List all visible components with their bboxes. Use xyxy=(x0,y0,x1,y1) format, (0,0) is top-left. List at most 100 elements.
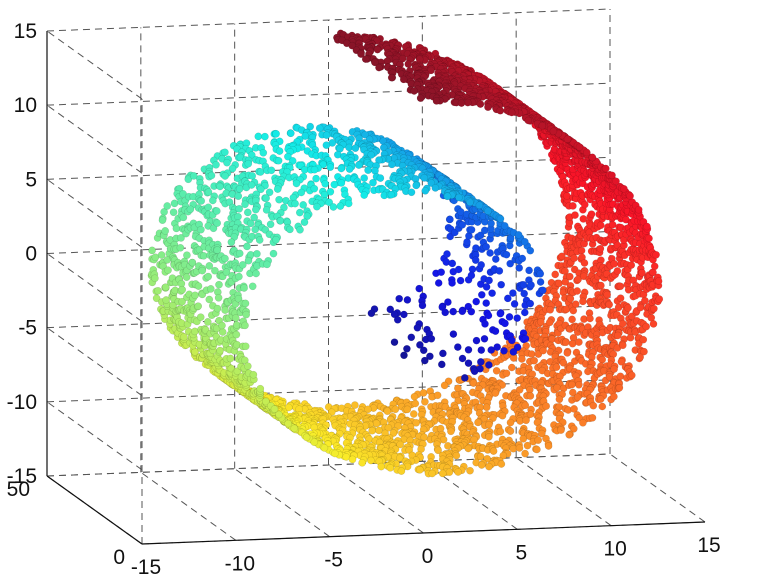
data-point xyxy=(534,436,543,445)
axes xyxy=(46,31,706,545)
data-point xyxy=(457,99,466,107)
data-point xyxy=(391,405,400,414)
data-point xyxy=(178,297,186,306)
data-point xyxy=(580,259,589,267)
data-point xyxy=(484,207,492,215)
data-point xyxy=(284,152,292,161)
data-point xyxy=(419,389,428,397)
data-point xyxy=(415,284,424,293)
data-point xyxy=(240,284,248,292)
data-point xyxy=(615,383,624,392)
data-point xyxy=(218,321,226,330)
data-point xyxy=(373,45,382,54)
data-point xyxy=(448,259,457,268)
data-point xyxy=(182,273,191,282)
grid-line-y-floor xyxy=(46,453,611,477)
data-point xyxy=(568,380,576,389)
data-point xyxy=(400,310,408,319)
data-point xyxy=(520,237,529,246)
data-point xyxy=(492,366,501,375)
data-point xyxy=(244,256,253,265)
grid-line-z-side xyxy=(46,30,143,100)
data-point xyxy=(596,221,605,230)
data-point xyxy=(645,234,653,243)
data-point xyxy=(551,270,560,279)
data-point xyxy=(565,430,574,439)
data-point xyxy=(234,192,243,201)
data-point xyxy=(243,208,252,217)
data-point xyxy=(295,208,304,217)
data-point xyxy=(496,106,505,115)
data-point xyxy=(616,294,625,303)
data-point xyxy=(292,179,301,188)
data-point xyxy=(482,242,491,251)
data-point xyxy=(626,192,634,200)
data-point xyxy=(320,444,329,452)
data-point xyxy=(477,461,486,469)
data-point xyxy=(587,210,596,219)
z-tick-label: 15 xyxy=(14,20,37,43)
data-point xyxy=(636,303,645,312)
data-point xyxy=(410,87,419,95)
data-point xyxy=(261,132,269,141)
data-point xyxy=(443,192,452,201)
data-point xyxy=(234,212,242,221)
data-point xyxy=(642,322,651,331)
data-point xyxy=(597,281,605,290)
data-point xyxy=(286,129,295,138)
data-point xyxy=(361,55,370,63)
data-point xyxy=(456,276,465,285)
data-point xyxy=(348,455,357,464)
data-point xyxy=(443,250,451,258)
data-point xyxy=(513,314,522,322)
data-point xyxy=(183,251,191,260)
data-point xyxy=(172,224,181,233)
data-point xyxy=(640,347,648,356)
data-point xyxy=(376,174,385,182)
z-tick-label: 5 xyxy=(25,168,37,191)
data-point xyxy=(184,175,193,184)
data-point xyxy=(571,211,579,219)
data-point xyxy=(569,202,577,210)
data-point xyxy=(519,434,528,443)
data-point xyxy=(538,121,547,130)
data-point xyxy=(351,401,359,409)
data-point xyxy=(508,336,516,345)
data-point xyxy=(205,295,214,304)
data-point xyxy=(466,198,474,207)
data-point xyxy=(455,193,463,202)
data-point xyxy=(273,185,282,193)
data-point xyxy=(618,319,627,328)
data-point xyxy=(421,397,429,406)
data-point xyxy=(505,313,514,321)
data-point xyxy=(164,266,172,275)
data-point xyxy=(221,306,229,314)
data-point xyxy=(310,165,319,174)
data-point xyxy=(241,321,249,330)
data-point xyxy=(416,94,425,103)
data-point xyxy=(493,343,502,351)
data-point xyxy=(525,266,533,275)
data-point xyxy=(477,290,486,299)
data-point xyxy=(388,160,396,169)
data-point xyxy=(403,344,411,353)
data-point xyxy=(312,174,320,183)
data-point xyxy=(555,395,564,404)
data-point xyxy=(433,391,442,400)
data-point xyxy=(274,156,283,165)
data-point xyxy=(650,304,658,313)
data-point xyxy=(603,290,612,299)
data-point xyxy=(447,427,455,436)
data-point xyxy=(179,213,188,222)
data-point xyxy=(218,328,227,336)
data-point xyxy=(549,127,558,136)
data-point xyxy=(518,355,526,363)
data-point xyxy=(485,420,493,429)
data-point xyxy=(485,361,493,369)
data-point xyxy=(588,413,597,422)
data-point xyxy=(196,313,205,322)
data-point xyxy=(454,265,463,274)
data-point xyxy=(507,363,516,372)
data-point xyxy=(624,304,632,312)
data-point xyxy=(464,359,473,368)
